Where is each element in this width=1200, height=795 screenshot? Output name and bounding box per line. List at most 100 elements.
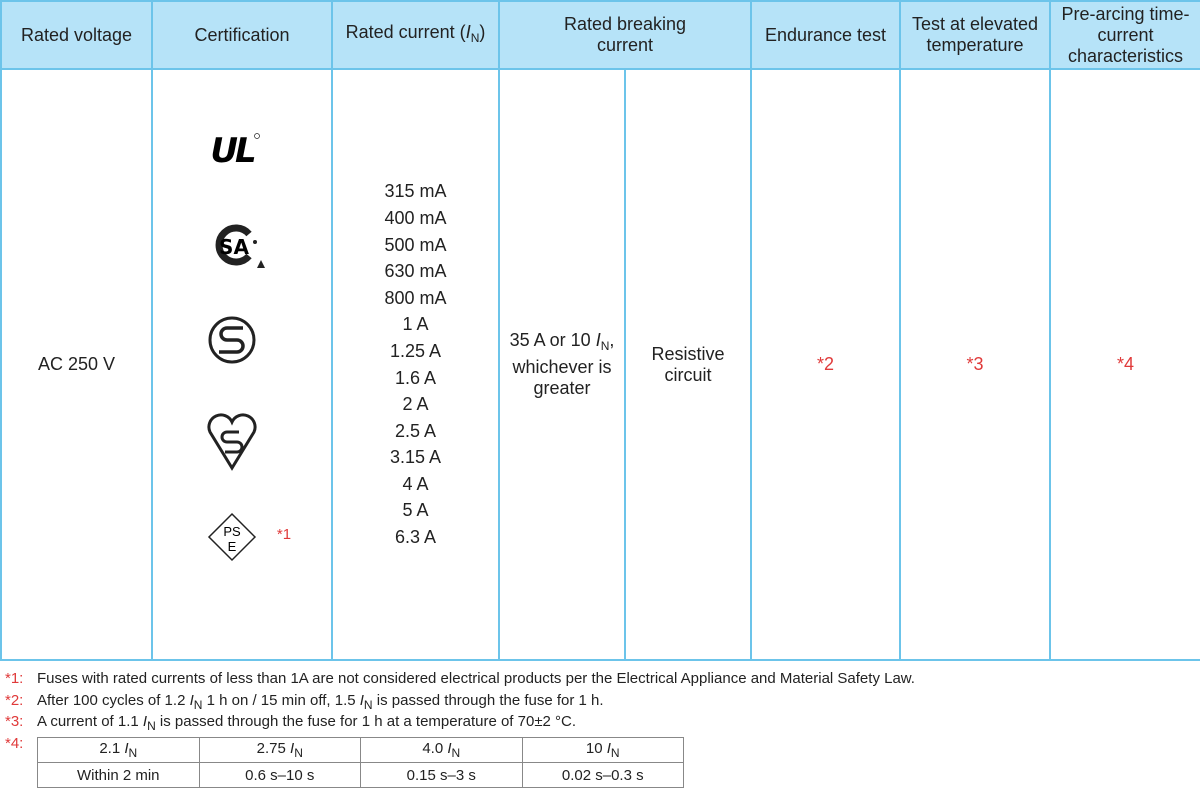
cell: *3: [899, 68, 1051, 661]
header-cell: Test at elevated temperature: [899, 0, 1051, 70]
note-mark: *1: [277, 526, 291, 543]
header-text: Pre-arcing time-current characteristics: [1061, 3, 1190, 66]
text: After 100 cycles of 1.2: [37, 692, 190, 709]
text: I: [606, 740, 611, 757]
header-row: Rated voltage Certification Rated curren…: [0, 0, 1200, 70]
rated-current: 800 mA: [384, 287, 447, 308]
text: N: [363, 698, 373, 712]
voltage: AC 250 V: [37, 354, 116, 374]
note-mark: *4: [1116, 354, 1134, 374]
text: N: [128, 746, 138, 760]
heart: [207, 413, 257, 471]
rated-current: 3.15 A: [389, 447, 442, 468]
s-mark: [208, 316, 256, 364]
header-text: Rated breaking current: [563, 14, 687, 55]
text: is passed through the fuse for 1 h.: [372, 692, 604, 709]
dot: [253, 240, 257, 244]
cell: 0.6 s–10 s: [198, 762, 361, 788]
text: 4.0: [422, 740, 448, 757]
cell: 2.1 IN: [37, 737, 200, 763]
footnote-text: Fuses with rated currents of less than 1…: [37, 670, 915, 687]
rated-current: 6.3 A: [394, 527, 437, 548]
header-cell: Rated breaking current: [498, 0, 752, 70]
csa-letters: SA: [219, 235, 249, 259]
text: I: [447, 740, 452, 757]
spec-table: Rated voltage Certification Rated curren…: [0, 0, 1200, 661]
certification-marks: UL SA PS: [207, 131, 291, 562]
header-cell: Certification: [151, 0, 333, 70]
footnote-mark: *3:: [5, 713, 24, 730]
ul-mark: UL: [210, 131, 260, 171]
csa-mark: SA: [215, 224, 265, 268]
rated-current: 1 A: [402, 314, 429, 335]
rated-current: 5 A: [402, 500, 429, 521]
footnote-mark: *2:: [5, 692, 24, 709]
text: N: [193, 698, 203, 712]
text: N: [147, 719, 156, 733]
body-row: AC 250 V UL SA: [0, 68, 1200, 661]
header-cell: Pre-arcing time-current characteristics: [1049, 0, 1200, 70]
cell: 10 IN: [521, 737, 684, 763]
csa-ring: [215, 224, 252, 266]
breaking-text: 35 A or 10: [509, 330, 596, 350]
text: 2.1: [99, 740, 125, 757]
header-text: Certification: [194, 24, 290, 45]
cell: 35 A or 10 IN, whichever is greater: [498, 68, 626, 661]
circuit: Resistive circuit: [651, 343, 725, 385]
cell: *2: [750, 68, 901, 661]
pse-letters: E: [228, 539, 237, 554]
cell: 0.02 s–0.3 s: [521, 762, 684, 788]
footnote-mark: *1:: [5, 670, 24, 687]
rated-current: 2.5 A: [394, 420, 437, 441]
rated-current: 1.25 A: [389, 340, 442, 361]
header-text: N: [470, 30, 480, 45]
rated-current: 400 mA: [384, 207, 447, 228]
header-text: ): [479, 21, 486, 42]
text: is passed through the fuse for 1 h at a …: [155, 713, 577, 730]
heart-s: [220, 430, 244, 454]
text: I: [359, 692, 364, 709]
text: 10: [585, 740, 607, 757]
cell: Resistive circuit: [624, 68, 752, 661]
rated-current: 500 mA: [384, 234, 447, 255]
header-cell: Endurance test: [750, 0, 901, 70]
header-row: 2.1 IN 2.75 IN 4.0 IN 10 IN: [37, 737, 684, 763]
note-mark: *3: [966, 354, 984, 374]
text: N: [294, 746, 303, 760]
text: N: [610, 746, 620, 760]
rated-current: 2 A: [402, 394, 429, 415]
note-mark: *2: [816, 354, 834, 374]
text: 1 h on / 15 min off, 1.5: [202, 692, 360, 709]
text: N: [451, 746, 461, 760]
triangle: [257, 260, 265, 268]
footnote-text: A current of 1.1 IN is passed through th…: [37, 713, 576, 735]
beab-mark: [207, 413, 257, 471]
header-cell: Rated current (IN): [331, 0, 500, 70]
cell: 2.75 IN: [198, 737, 361, 763]
text: I: [142, 713, 148, 730]
cell: UL SA PS: [151, 68, 333, 661]
breaking-text: , whichever is greater: [512, 330, 615, 398]
breaking-text: N: [600, 339, 610, 353]
rated-current: 315 mA: [384, 181, 447, 202]
pse-mark: PS E: [207, 512, 257, 562]
s-shape: [219, 326, 245, 354]
breaking-text: I: [595, 330, 601, 350]
header-text: Rated voltage: [20, 24, 133, 45]
cell: *4: [1049, 68, 1200, 661]
characteristics-table: 2.1 IN 2.75 IN 4.0 IN 10 IN Within 2 min 0.6 …: [37, 737, 684, 788]
text: 2.75: [256, 740, 291, 757]
text: I: [290, 740, 295, 757]
header-text: Rated current (: [345, 21, 466, 42]
rated-current: 1.6 A: [394, 367, 437, 388]
diamond: [207, 512, 257, 562]
registered: [254, 133, 260, 139]
pse-letters: PS: [223, 524, 241, 539]
header-text: Endurance test: [764, 24, 887, 45]
rated-current: 630 mA: [384, 261, 447, 282]
s-ring: [208, 316, 256, 364]
text: A current of 1.1: [37, 713, 143, 730]
cell: 0.15 s–3 s: [360, 762, 523, 788]
ul-letters: UL: [210, 131, 255, 171]
